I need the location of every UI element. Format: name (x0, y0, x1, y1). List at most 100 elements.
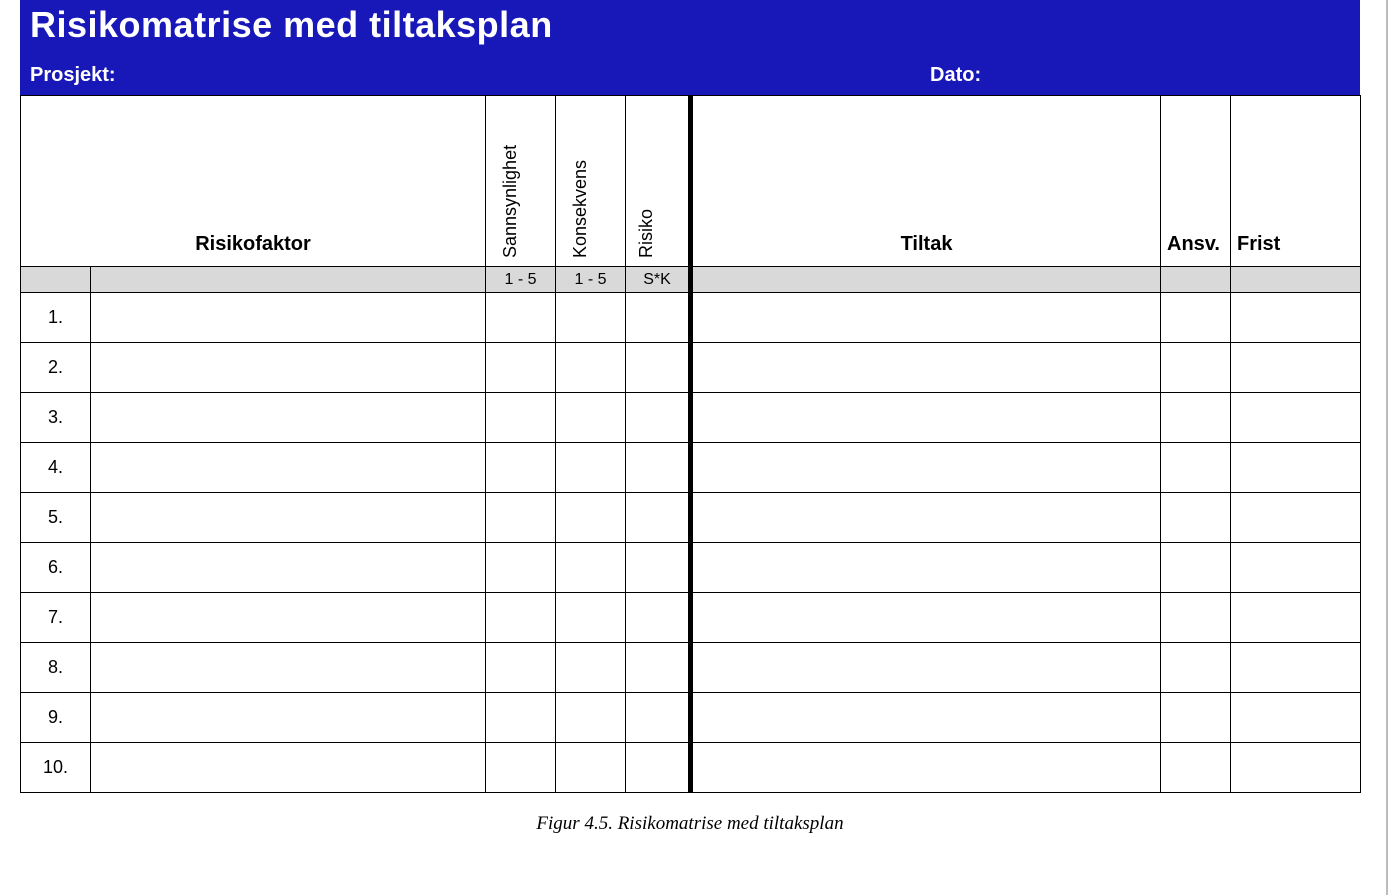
col-frist-label: Frist (1231, 233, 1360, 266)
table-header-row: Risikofaktor Sannsynlighet Konsekvens Ri… (21, 96, 1361, 267)
cell-risiko (626, 493, 691, 543)
table-row: 8. (21, 643, 1361, 693)
date-label: Dato: (930, 64, 981, 86)
cell-frist (1231, 543, 1361, 593)
cell-frist (1231, 343, 1361, 393)
col-ansv: Ansv. (1161, 96, 1231, 267)
table-row: 9. (21, 693, 1361, 743)
cell-ansv (1161, 293, 1231, 343)
cell-konsekvens (556, 343, 626, 393)
cell-konsekvens (556, 743, 626, 793)
cell-tiltak (691, 293, 1161, 343)
cell-num: 9. (21, 693, 91, 743)
cell-tiltak (691, 393, 1161, 443)
cell-risiko (626, 593, 691, 643)
cell-num: 7. (21, 593, 91, 643)
cell-tiltak (691, 693, 1161, 743)
cell-konsekvens (556, 393, 626, 443)
cell-tiltak (691, 743, 1161, 793)
cell-ansv (1161, 643, 1231, 693)
table-row: 2. (21, 343, 1361, 393)
cell-risiko (626, 693, 691, 743)
cell-sannsynlighet (486, 343, 556, 393)
page: Risikomatrise med tiltaksplan Prosjekt: … (0, 0, 1388, 895)
cell-konsekvens (556, 443, 626, 493)
cell-konsekvens (556, 293, 626, 343)
cell-num: 3. (21, 393, 91, 443)
cell-konsekvens (556, 643, 626, 693)
cell-konsekvens (556, 493, 626, 543)
cell-risiko (626, 293, 691, 343)
cell-factor (91, 493, 486, 543)
cell-factor (91, 393, 486, 443)
cell-num: 1. (21, 293, 91, 343)
cell-sannsynlighet (486, 743, 556, 793)
cell-frist (1231, 693, 1361, 743)
table-row: 4. (21, 443, 1361, 493)
meta-row: Prosjekt: Dato: (30, 64, 1350, 87)
subhead-s: 1 - 5 (486, 267, 556, 293)
cell-tiltak (691, 543, 1161, 593)
cell-sannsynlighet (486, 693, 556, 743)
cell-konsekvens (556, 693, 626, 743)
document-frame: Risikomatrise med tiltaksplan Prosjekt: … (20, 0, 1360, 835)
cell-tiltak (691, 593, 1161, 643)
cell-risiko (626, 743, 691, 793)
cell-risiko (626, 443, 691, 493)
cell-tiltak (691, 643, 1161, 693)
header-band: Risikomatrise med tiltaksplan Prosjekt: … (20, 0, 1360, 95)
table-subheader-row: 1 - 5 1 - 5 S*K (21, 267, 1361, 293)
cell-konsekvens (556, 593, 626, 643)
subhead-num (21, 267, 91, 293)
cell-factor (91, 343, 486, 393)
col-konsekvens: Konsekvens (556, 96, 626, 267)
cell-sannsynlighet (486, 493, 556, 543)
col-risikofaktor-label: Risikofaktor (21, 233, 485, 266)
cell-risiko (626, 343, 691, 393)
cell-risiko (626, 393, 691, 443)
cell-sannsynlighet (486, 593, 556, 643)
cell-ansv (1161, 693, 1231, 743)
cell-factor (91, 643, 486, 693)
cell-factor (91, 693, 486, 743)
cell-tiltak (691, 343, 1161, 393)
cell-frist (1231, 743, 1361, 793)
project-field: Prosjekt: (30, 64, 930, 87)
table-row: 5. (21, 493, 1361, 543)
subhead-ansv (1161, 267, 1231, 293)
col-frist: Frist (1231, 96, 1361, 267)
col-sannsynlighet-label: Sannsynlighet (500, 145, 521, 258)
col-konsekvens-label: Konsekvens (570, 160, 591, 258)
cell-frist (1231, 443, 1361, 493)
cell-ansv (1161, 443, 1231, 493)
cell-factor (91, 543, 486, 593)
col-risikofaktor: Risikofaktor (21, 96, 486, 267)
cell-risiko (626, 543, 691, 593)
cell-factor (91, 293, 486, 343)
cell-frist (1231, 593, 1361, 643)
col-sannsynlighet: Sannsynlighet (486, 96, 556, 267)
cell-num: 10. (21, 743, 91, 793)
cell-sannsynlighet (486, 543, 556, 593)
cell-tiltak (691, 493, 1161, 543)
cell-risiko (626, 643, 691, 693)
col-tiltak-label: Tiltak (693, 233, 1160, 266)
cell-ansv (1161, 593, 1231, 643)
subhead-tiltak (691, 267, 1161, 293)
subhead-frist (1231, 267, 1361, 293)
col-ansv-label: Ansv. (1161, 233, 1230, 266)
cell-factor (91, 743, 486, 793)
date-field: Dato: (930, 64, 1350, 87)
cell-tiltak (691, 443, 1161, 493)
cell-num: 6. (21, 543, 91, 593)
table-row: 10. (21, 743, 1361, 793)
subhead-k: 1 - 5 (556, 267, 626, 293)
cell-num: 8. (21, 643, 91, 693)
document-title: Risikomatrise med tiltaksplan (30, 4, 1350, 46)
cell-ansv (1161, 343, 1231, 393)
cell-ansv (1161, 543, 1231, 593)
col-tiltak: Tiltak (691, 96, 1161, 267)
cell-frist (1231, 643, 1361, 693)
table-row: 7. (21, 593, 1361, 643)
cell-konsekvens (556, 543, 626, 593)
